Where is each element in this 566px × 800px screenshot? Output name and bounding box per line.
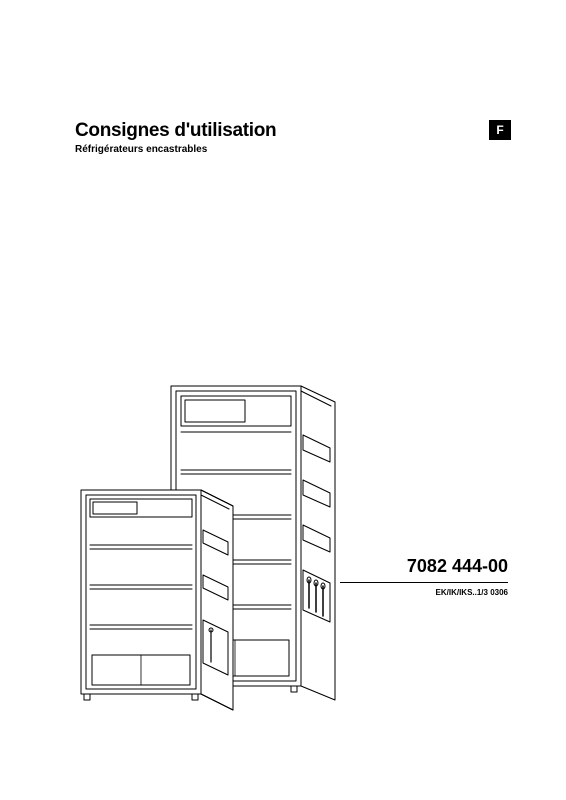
divider-line <box>340 582 508 583</box>
refrigerator-illustration <box>75 380 355 740</box>
document-subtitle: Réfrigérateurs encastrables <box>75 144 276 155</box>
language-badge: F <box>489 120 511 140</box>
document-title: Consignes d'utilisation <box>75 120 276 142</box>
document-number: 7082 444-00 <box>407 556 508 577</box>
document-page: Consignes d'utilisation Réfrigérateurs e… <box>0 0 566 800</box>
header-block: Consignes d'utilisation Réfrigérateurs e… <box>75 120 276 155</box>
model-info: EK/IK/IKS..1/3 0306 <box>436 588 508 597</box>
